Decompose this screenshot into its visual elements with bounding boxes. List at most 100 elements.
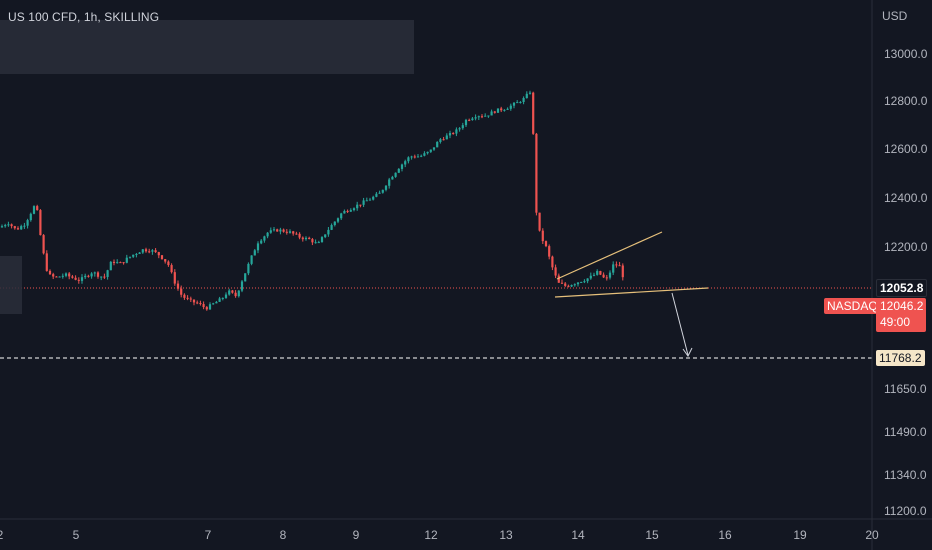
candle-body xyxy=(423,153,426,156)
projection-arrow-line xyxy=(671,292,689,356)
candle-body xyxy=(128,256,132,258)
candle-body xyxy=(458,128,461,130)
left-overlay-panel xyxy=(0,256,22,314)
candle-body xyxy=(61,275,64,277)
candle-body xyxy=(125,257,128,263)
candle-body xyxy=(212,303,215,305)
candle-body xyxy=(93,272,96,274)
candle-body xyxy=(112,261,116,263)
candle-body xyxy=(560,282,564,284)
candle-body xyxy=(570,285,573,287)
candle-body xyxy=(26,220,29,226)
candle-body xyxy=(183,294,186,298)
candle-body xyxy=(602,274,605,278)
candle-body xyxy=(96,272,100,277)
candle-body xyxy=(247,263,250,274)
candle-body xyxy=(516,102,519,104)
symbol-title[interactable]: US 100 CFD, 1h, SKILLING xyxy=(8,10,160,24)
candle-body xyxy=(477,116,480,118)
candle-body xyxy=(532,92,535,134)
candle-body xyxy=(365,200,368,202)
price-tick-label: 11650.0 xyxy=(884,382,927,396)
candle-body xyxy=(192,299,196,303)
candle-body xyxy=(583,281,586,283)
candle-body xyxy=(80,277,84,281)
time-axis[interactable]: 2 5 7 8 9 12 13 14 15 16 19 20 xyxy=(0,528,879,542)
candle-body xyxy=(336,218,340,222)
candle-body xyxy=(186,297,189,299)
candle-body xyxy=(68,273,71,277)
candle-body xyxy=(301,237,304,240)
candle-body xyxy=(180,288,183,295)
candle-body xyxy=(580,281,583,283)
price-axis[interactable]: 13000.0 12800.0 12600.0 12400.0 12200.0 11650… xyxy=(884,47,928,518)
candle-body xyxy=(167,261,170,266)
candle-body xyxy=(176,283,180,289)
candle-body xyxy=(228,290,231,295)
candle-body xyxy=(221,297,224,299)
candle-body xyxy=(445,135,448,140)
candle-body xyxy=(189,298,192,300)
candle-body xyxy=(420,155,423,157)
time-tick-label: 19 xyxy=(793,528,807,542)
candle-body xyxy=(432,147,436,150)
candle-body xyxy=(138,252,141,254)
candle-body xyxy=(144,249,148,252)
candle-body xyxy=(474,117,477,119)
candle-body xyxy=(250,255,253,264)
candle-body xyxy=(461,125,464,129)
candle-body xyxy=(13,226,16,229)
candle-body xyxy=(362,200,365,205)
candle-body xyxy=(330,225,333,230)
candle-body xyxy=(132,254,135,257)
candle-body xyxy=(493,111,496,113)
candle-body xyxy=(0,226,4,228)
candle-body xyxy=(557,275,560,283)
candle-body xyxy=(23,225,26,227)
candle-body xyxy=(359,204,362,206)
candle-body xyxy=(324,234,327,238)
candle-body xyxy=(564,283,567,286)
price-tick-label: 13000.0 xyxy=(884,47,928,61)
candle-body xyxy=(87,275,90,277)
time-tick-label: 8 xyxy=(280,528,287,542)
candle-body xyxy=(276,229,279,232)
candle-body xyxy=(196,302,199,304)
candle-body xyxy=(375,193,378,197)
candle-body xyxy=(42,235,45,254)
candle-body xyxy=(605,277,608,279)
candle-body xyxy=(356,204,359,209)
candle-body xyxy=(519,102,522,104)
bar-countdown: 49:00 xyxy=(880,315,911,329)
candle-body xyxy=(496,108,500,113)
candle-body xyxy=(279,229,282,232)
price-tick-label: 11340.0 xyxy=(884,468,927,482)
candle-body xyxy=(224,294,228,298)
candle-body xyxy=(612,264,615,273)
candle-body xyxy=(135,253,138,255)
price-tick-label: 12400.0 xyxy=(884,191,928,205)
time-tick-label: 13 xyxy=(499,528,513,542)
candle-body xyxy=(404,161,407,165)
candle-body xyxy=(554,267,557,276)
candle-body xyxy=(320,237,324,243)
triangle-upper-trendline xyxy=(556,231,663,280)
candle-body xyxy=(32,206,36,214)
candle-body xyxy=(551,256,554,268)
candle-body xyxy=(388,179,391,186)
candle-body xyxy=(541,230,544,242)
candle-body xyxy=(10,224,13,227)
candle-body xyxy=(522,98,525,103)
candle-body xyxy=(468,119,471,121)
candle-body xyxy=(538,212,541,231)
candle-body xyxy=(240,281,244,291)
time-tick-label: 7 xyxy=(205,528,212,542)
candle-body xyxy=(378,192,381,194)
candle-body xyxy=(413,156,416,158)
candle-body xyxy=(490,111,493,116)
candle-body xyxy=(471,118,474,121)
price-tick-label: 11490.0 xyxy=(884,425,927,439)
candle-body xyxy=(298,233,301,238)
candle-body xyxy=(29,213,32,221)
